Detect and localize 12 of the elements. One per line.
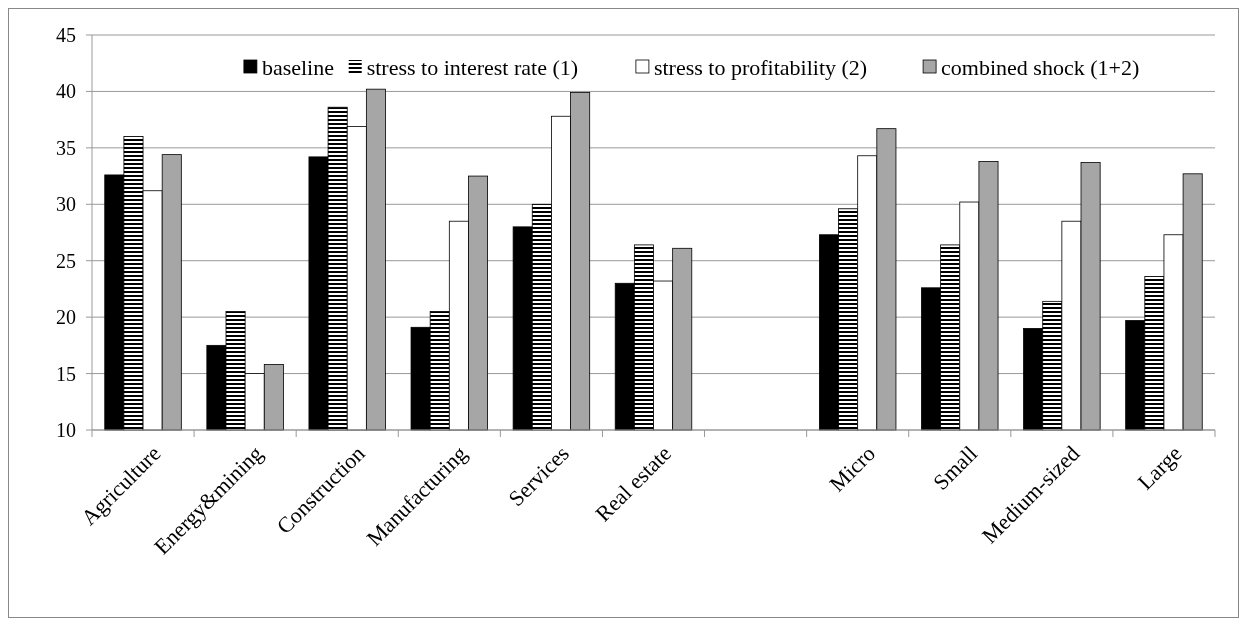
- y-tick-label: 45: [56, 24, 76, 46]
- y-tick-label: 30: [56, 193, 76, 216]
- y-tick-label: 40: [56, 80, 76, 103]
- y-tick-label: 25: [56, 249, 76, 272]
- legend-label: combined shock (1+2): [941, 54, 1140, 80]
- legend-label: baseline: [261, 54, 334, 80]
- y-tick-label: 10: [56, 419, 76, 441]
- y-tick-label: 20: [56, 306, 76, 329]
- y-tick-label: 15: [56, 362, 76, 385]
- y-tick-label: 35: [56, 136, 76, 159]
- legend-label: stress to profitability (2): [653, 54, 868, 80]
- legend-label: stress to interest rate (1): [366, 54, 579, 80]
